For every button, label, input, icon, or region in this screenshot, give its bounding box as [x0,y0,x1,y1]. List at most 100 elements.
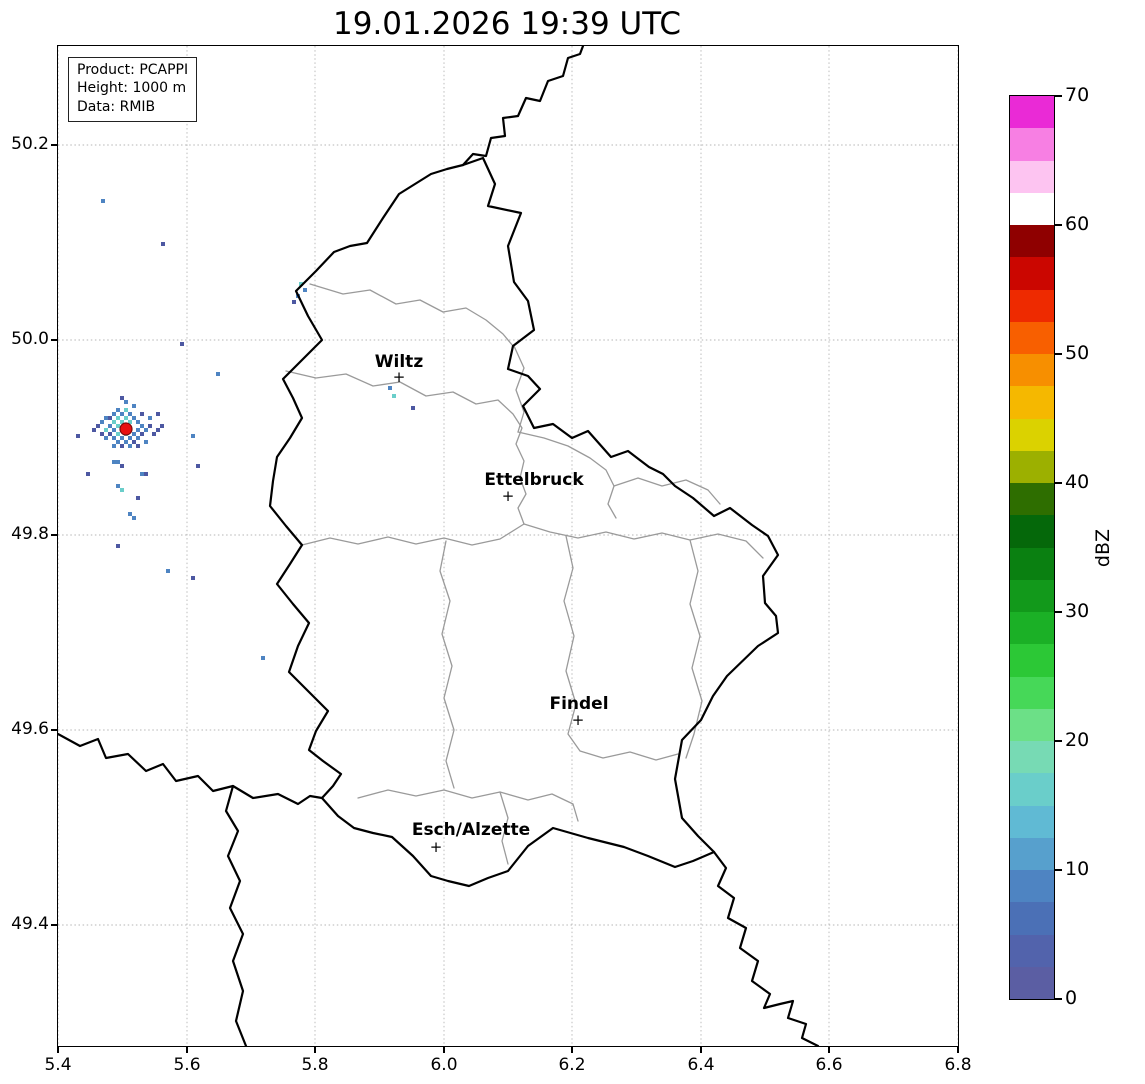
colorbar-band [1010,483,1054,516]
radar-echo-pixel [132,404,136,408]
colorbar-band [1010,160,1054,193]
y-tick-label: 50.0 [11,329,49,349]
radar-echo-pixel [112,412,116,416]
colorbar-band [1010,386,1054,419]
radar-echo-pixel [191,576,195,580]
colorbar-tick-label: 10 [1065,858,1090,880]
colorbar-band [1010,547,1054,580]
colorbar-band [1010,870,1054,903]
info-product: Product: PCAPPI [77,62,189,78]
radar-echo-pixel [112,444,116,448]
city-marker-icon: + [571,711,585,729]
x-tick-label: 5.8 [301,1055,329,1075]
colorbar-band [1010,741,1054,774]
city-marker-icon: + [392,368,406,386]
radar-echo-pixel [136,428,140,432]
colorbar-band [1010,612,1054,645]
country-border-luxembourg [268,156,780,888]
colorbar-band [1010,902,1054,935]
colorbar-band [1010,257,1054,290]
x-tickmark [57,1047,59,1053]
x-tick-label: 6.6 [815,1055,843,1075]
district-border [685,539,703,759]
district-border [613,477,721,505]
radar-echo-pixel [112,428,116,432]
radar-echo-pixel [116,408,120,412]
colorbar-tick-label: 30 [1065,600,1090,622]
city-marker-icon: + [501,487,515,505]
map-plot: Product: PCAPPI Height: 1000 m Data: RMI… [11,45,972,1075]
radar-echo-pixel [104,428,108,432]
district-border [517,431,617,519]
radar-echo-pixel [116,460,120,464]
radar-echo-pixel [108,424,112,428]
y-tickmark [51,924,58,926]
radar-echo-pixel [144,428,148,432]
info-box: Product: PCAPPI Height: 1000 m Data: RMI… [68,57,198,123]
x-tickmark [186,1047,188,1053]
colorbar-tick-label: 60 [1065,213,1090,235]
radar-echo-pixel [140,424,144,428]
radar-echo-pixel [191,434,195,438]
radar-echo-pixel [120,488,124,492]
district-border-layer [285,283,764,865]
city-label: Wiltz [374,352,424,372]
colorbar-band [1010,676,1054,709]
district-border [439,540,455,789]
radar-echo-pixel [216,372,220,376]
radar-echo-pixel [120,420,124,424]
radar-echo-pixel [303,288,307,292]
radar-echo-pixel [160,424,164,428]
info-height: Height: 1000 m [77,80,187,97]
radar-echo-pixel [120,444,124,448]
x-tickmark [571,1047,573,1053]
radar-echo-pixel [148,424,152,428]
radar-echo-pixel [120,396,124,400]
radar-echo-pixel [128,444,132,448]
colorbar [1009,95,1055,1000]
radar-echo-pixel [132,516,136,520]
radar-echo-pixel [108,416,112,420]
radar-echo-pixel [144,440,148,444]
radar-echo-pixel [92,428,96,432]
colorbar-tickmark [1055,869,1062,871]
colorbar-tickmark [1055,95,1062,97]
radar-site-marker [119,422,133,436]
district-border [285,370,527,525]
colorbar-tick-label: 70 [1065,84,1090,106]
radar-echo-pixel [132,432,136,436]
x-tick-label: 5.6 [173,1055,201,1075]
y-tickmark [51,144,58,146]
radar-echo-pixel [120,412,124,416]
y-tick-label: 49.4 [11,914,49,934]
radar-echo-pixel [156,412,160,416]
radar-echo-pixel [116,424,120,428]
radar-echo-pixel [100,420,104,424]
radar-echo-pixel [96,424,100,428]
radar-echo-pixel [104,416,108,420]
x-tickmark [700,1047,702,1053]
info-data-source: Data: RMIB [77,98,156,115]
radar-echo-pixel [128,436,132,440]
colorbar-band [1010,418,1054,451]
national-border-layer [58,46,820,1046]
colorbar-tick-label: 40 [1065,471,1090,493]
x-tick-label: 6.0 [430,1055,458,1075]
radar-echo-pixel [166,569,170,573]
radar-echo-pixel [148,416,152,420]
radar-echo-pixel [132,416,136,420]
x-tickmark [828,1047,830,1053]
colorbar-band [1010,708,1054,741]
radar-echo-pixel [120,436,124,440]
map-svg [58,46,958,1046]
x-tickmark [957,1047,959,1053]
radar-echo-pixel [144,472,148,476]
colorbar-tickmark [1055,353,1062,355]
radar-echo-pixel [128,420,132,424]
colorbar-band [1010,966,1054,999]
national-border-north [461,46,585,167]
radar-echo-pixel [128,412,132,416]
y-tick-label: 49.8 [11,524,49,544]
city-marker-icon: + [429,838,443,856]
